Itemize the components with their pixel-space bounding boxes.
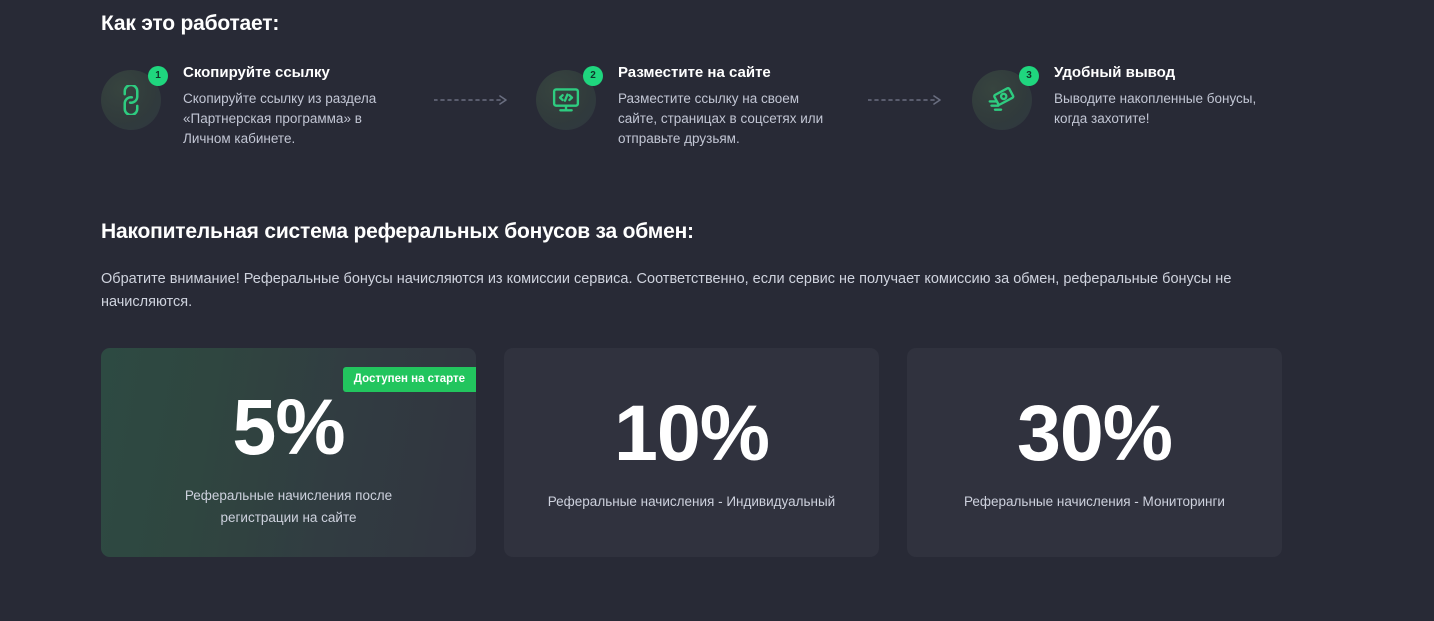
bonus-card-1-value: 5% <box>232 381 345 471</box>
bonus-card-1[interactable]: Доступен на старте 5% Реферальные начисл… <box>101 348 476 557</box>
bonus-card-3-value: 30% <box>1016 387 1173 477</box>
step-3-description: Выводите накопленные бонусы, когда захот… <box>1054 91 1257 126</box>
dotted-arrow-icon-1 <box>434 70 510 130</box>
status-badge: Доступен на старте <box>342 367 476 392</box>
how-it-works-title: Как это работает: <box>101 12 280 35</box>
how-it-works-section: Как это работает: 1 <box>101 0 1434 149</box>
bonus-card-1-label: Реферальные начисления после регистрации… <box>184 487 393 525</box>
bonus-system-note: Обратите внимание! Реферальные бонусы на… <box>101 271 1232 310</box>
step-1-heading: Скопируйте ссылку <box>183 64 330 81</box>
bonus-card-3[interactable]: 30% Реферальные начисления - Мониторинги <box>907 348 1282 557</box>
step-item-1: 1 Скопируйте ссылку Скопируйте ссылку из… <box>101 63 398 149</box>
bonus-cards-list: Доступен на старте 5% Реферальные начисл… <box>101 348 1434 557</box>
step-2-number-badge: 2 <box>583 66 603 86</box>
step-1-text: Скопируйте ссылку Скопируйте ссылку из р… <box>183 63 398 149</box>
steps-list: 1 Скопируйте ссылку Скопируйте ссылку из… <box>101 63 1434 149</box>
bonus-card-2-value: 10% <box>613 387 770 477</box>
bonus-card-2-label: Реферальные начисления - Индивидуальный <box>547 493 836 509</box>
step-3-heading: Удобный вывод <box>1054 64 1176 81</box>
step-1-number-badge: 1 <box>148 66 168 86</box>
step-3-icon-wrap: 3 <box>972 66 1039 130</box>
step-2-text: Разместите на сайте Разместите ссылку на… <box>618 63 833 149</box>
step-item-2: 2 Разместите на сайте Разместите ссылку … <box>536 63 833 149</box>
step-2-description: Разместите ссылку на своем сайте, страни… <box>618 91 824 146</box>
monitor-code-icon <box>536 70 596 130</box>
bonus-card-3-label: Реферальные начисления - Мониторинги <box>964 493 1225 509</box>
bonus-system-section: Накопительная система реферальных бонусо… <box>101 220 1434 557</box>
step-3-text: Удобный вывод Выводите накопленные бонус… <box>1054 63 1269 129</box>
step-1-description: Скопируйте ссылку из раздела «Партнерска… <box>183 91 377 146</box>
bonus-card-2[interactable]: 10% Реферальные начисления - Индивидуаль… <box>504 348 879 557</box>
step-3-number-badge: 3 <box>1019 66 1039 86</box>
step-1-icon-wrap: 1 <box>101 66 168 130</box>
step-2-heading: Разместите на сайте <box>618 64 771 81</box>
step-2-icon-wrap: 2 <box>536 66 603 130</box>
bonus-system-title: Накопительная система реферальных бонусо… <box>101 220 694 243</box>
dotted-arrow-icon-2 <box>868 70 944 130</box>
step-item-3: 3 Удобный вывод Выводите накопленные бон… <box>972 63 1269 130</box>
